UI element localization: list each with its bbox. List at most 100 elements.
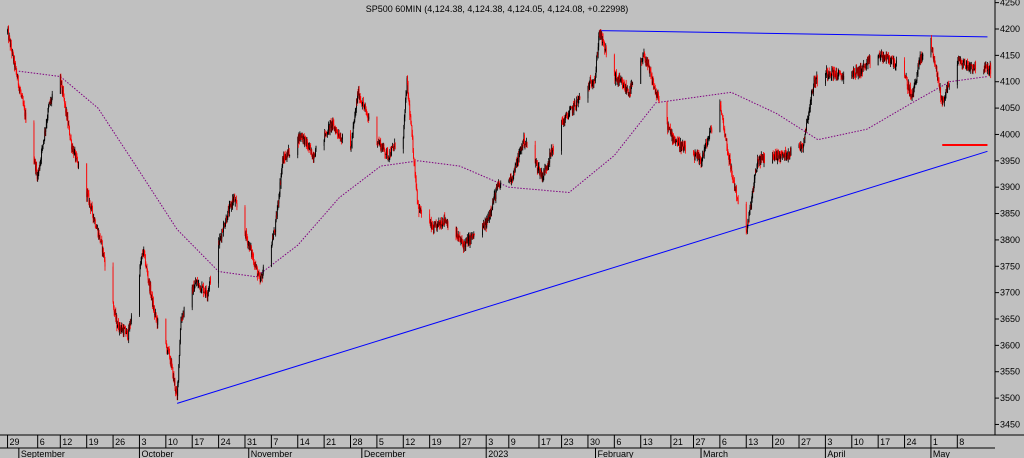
candle-body (142, 253, 144, 255)
candle-body (46, 121, 48, 124)
candle-body (614, 72, 616, 82)
candle-body (276, 215, 278, 217)
candle-body (518, 153, 520, 162)
candle-body (192, 287, 194, 294)
x-day-label: 17 (880, 437, 890, 447)
candle-body (409, 104, 411, 116)
candle-body (489, 213, 491, 216)
candle-body (284, 157, 286, 160)
candle-body (891, 56, 893, 61)
candle-body (391, 147, 393, 149)
candle-body (64, 103, 66, 106)
candle-body (880, 56, 882, 57)
candle-body (463, 244, 464, 250)
candle-body (801, 144, 803, 149)
candle-body (209, 282, 210, 289)
candle-body (681, 146, 683, 147)
candle-body (894, 66, 896, 67)
candle-body (842, 73, 844, 80)
candle-body (933, 56, 935, 61)
candle-body (853, 68, 855, 70)
x-month-label: March (703, 449, 728, 458)
candle-body (943, 98, 945, 103)
candle-body (433, 224, 435, 233)
candle-body (358, 88, 360, 100)
x-day-label: 10 (168, 437, 178, 447)
candle-body (227, 210, 229, 220)
candle-body (728, 155, 730, 163)
candle-body (619, 77, 621, 81)
candle-body (459, 235, 461, 240)
candle-body (751, 193, 753, 199)
candle-body (695, 152, 697, 154)
candle-body (77, 160, 78, 162)
candle-body (367, 117, 369, 120)
candle-body (706, 142, 708, 145)
candle-body (247, 243, 249, 245)
candle-body (402, 137, 404, 149)
x-day-label: 28 (353, 437, 363, 447)
candle-body (260, 274, 262, 279)
candle-body (207, 292, 209, 297)
x-day-label: 6 (616, 437, 621, 447)
candle-body (114, 311, 116, 314)
candle-body (622, 80, 623, 85)
candle-body (447, 221, 448, 226)
candle-body (282, 158, 284, 164)
candle-body (382, 147, 384, 151)
candle-body (66, 116, 68, 120)
candle-body (627, 92, 629, 96)
candle-body (623, 83, 625, 85)
candle-body (828, 71, 830, 75)
candle-body (144, 254, 146, 255)
candle-body (417, 199, 419, 204)
candle-body (588, 85, 590, 90)
candle-body (412, 134, 413, 138)
candle-body (358, 88, 359, 95)
candle-body (604, 49, 606, 51)
candle-body (803, 138, 805, 140)
candle-body (468, 236, 469, 245)
candle-body (884, 55, 886, 62)
candle-body (96, 228, 98, 229)
candle-body (866, 61, 868, 66)
candle-body (438, 220, 440, 224)
candle-body (763, 155, 765, 163)
candle-body (462, 241, 463, 244)
candle-body (630, 86, 631, 94)
candle-body (271, 241, 273, 248)
candle-body (811, 92, 813, 94)
candle-body (256, 266, 258, 269)
candle-body (760, 155, 762, 157)
candle-body (94, 219, 96, 222)
candle-body (176, 390, 178, 392)
candle-body (542, 176, 544, 178)
candle-body (149, 280, 151, 292)
candle-body (168, 349, 170, 351)
candle-body (731, 174, 733, 178)
candle-body (356, 102, 357, 110)
candle-body (832, 69, 834, 71)
candle-body (732, 178, 734, 181)
candle-body (498, 183, 500, 186)
candle-body (101, 241, 103, 253)
candle-body (545, 167, 547, 170)
candle-body (67, 116, 69, 125)
candle-body (151, 294, 153, 296)
candle-body (804, 134, 806, 139)
candle-body (62, 89, 63, 94)
candle-body (511, 176, 513, 182)
candle-body (964, 65, 966, 68)
candle-body (63, 90, 64, 97)
candle-body (827, 74, 829, 77)
candle-body (759, 158, 761, 160)
candle-body (697, 153, 699, 158)
candle-body (94, 219, 96, 227)
candle-body (49, 101, 51, 104)
candle-body (71, 146, 73, 150)
candle-body (911, 93, 912, 99)
candle-body (566, 113, 568, 117)
candle-body (735, 187, 736, 191)
candle-body (359, 97, 361, 100)
candle-body (17, 75, 19, 85)
